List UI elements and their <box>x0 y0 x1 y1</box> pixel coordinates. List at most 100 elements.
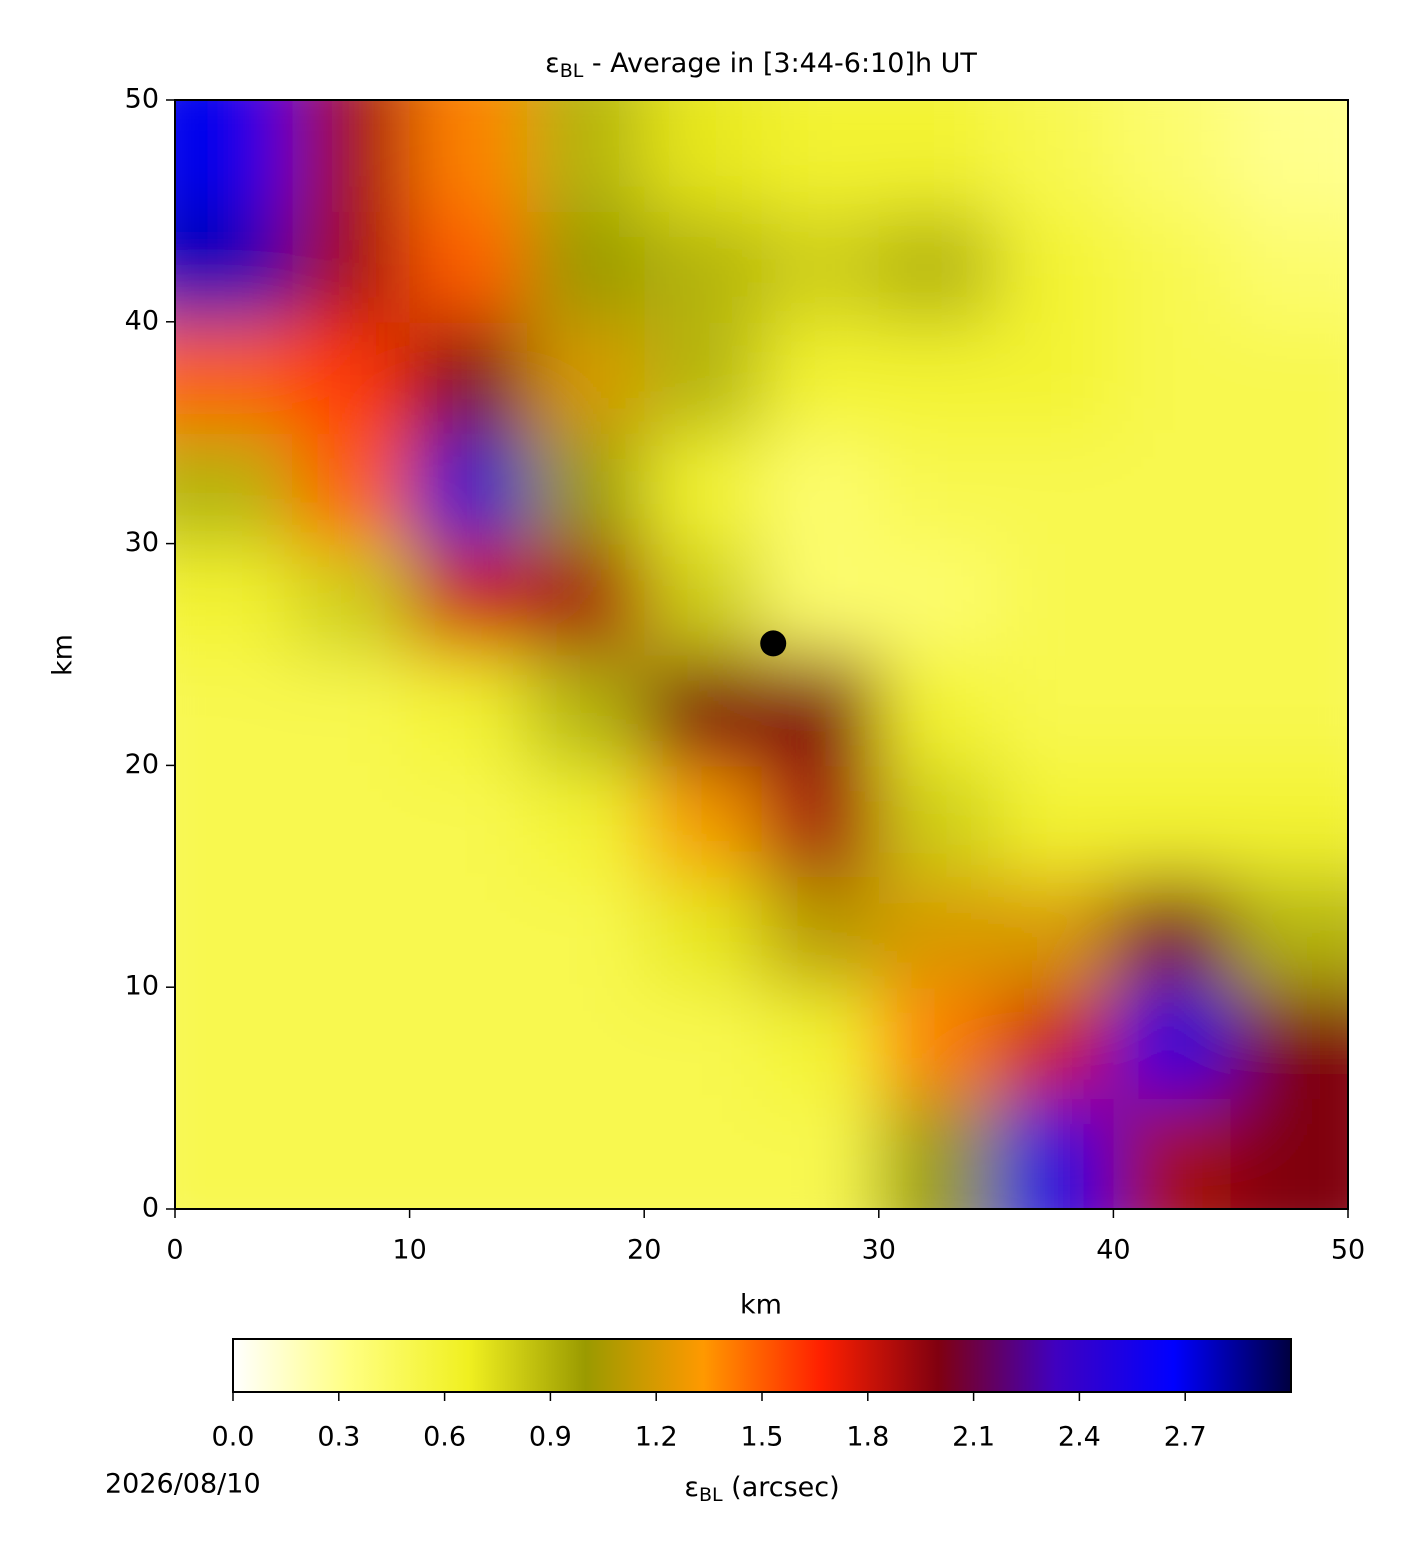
heat-cell <box>1230 1098 1348 1209</box>
heat-cell <box>878 876 998 989</box>
heat-cell <box>526 876 646 989</box>
heat-cell <box>644 876 763 989</box>
heat-cell <box>526 765 646 878</box>
date-label: 2026/08/10 <box>105 1469 261 1500</box>
colorbar-tick-label: 0.6 <box>423 1422 466 1453</box>
heat-cell <box>644 210 763 323</box>
heat-cell <box>761 765 880 878</box>
heat-cell <box>1230 100 1348 212</box>
heat-cell <box>1113 432 1232 545</box>
heat-cell <box>1230 543 1348 656</box>
heat-cell <box>292 543 411 656</box>
heat-cell <box>409 987 528 1100</box>
heat-cell <box>761 987 880 1100</box>
heat-cell <box>644 100 763 212</box>
heat-cell <box>1113 210 1232 323</box>
heat-cell <box>996 321 1115 434</box>
heat-cell <box>409 654 528 767</box>
plot-frame <box>174 99 1349 1210</box>
heat-cell <box>1230 987 1348 1100</box>
heat-cell <box>644 1098 763 1209</box>
heat-cell <box>1113 321 1232 434</box>
heat-cell <box>761 321 880 434</box>
heat-cell <box>996 654 1115 767</box>
heat-cell <box>761 432 880 545</box>
x-tick-label: 40 <box>1096 1235 1130 1266</box>
heat-cell <box>996 100 1115 212</box>
heat-cell <box>878 987 998 1100</box>
site-marker <box>760 630 787 657</box>
field <box>175 100 1348 1209</box>
heat-cell <box>526 543 646 656</box>
heat-cell <box>409 876 528 989</box>
heat-cell <box>292 654 411 767</box>
axes: 0 10 20 30 40 50 0 10 20 30 40 50 0.0 0.3 0.6 0.9 1.2 1.5… <box>125 84 1366 1453</box>
heat-cell <box>996 987 1115 1100</box>
heat-cell <box>644 765 763 878</box>
heat-cell <box>644 432 763 545</box>
heat-cell <box>1113 654 1232 767</box>
colorbar-tick-label: 0.9 <box>529 1422 572 1453</box>
x-tick-label: 0 <box>166 1235 183 1266</box>
colorbar-tick-label: 2.1 <box>952 1422 995 1453</box>
heat-cell <box>175 100 294 212</box>
heat-cell <box>409 1098 528 1209</box>
colorbar-tick-label: 2.7 <box>1164 1422 1207 1453</box>
heat-cell <box>996 543 1115 656</box>
heat-cell <box>1113 987 1232 1100</box>
heat-cell <box>1113 765 1232 878</box>
heat-cell <box>878 100 998 212</box>
heat-cell <box>878 321 998 434</box>
y-tick-label: 40 <box>125 305 159 336</box>
heat-cell <box>1230 654 1348 767</box>
colorbar-tick-label: 1.5 <box>741 1422 784 1453</box>
chart-title: εBL - Average in [3:44-6:10]h UT <box>545 48 977 82</box>
heat-cell <box>996 765 1115 878</box>
x-tick-label: 50 <box>1331 1235 1365 1266</box>
heat-cell <box>1230 321 1348 434</box>
heat-cell <box>644 321 763 434</box>
heat-cell <box>175 210 294 323</box>
heat-cell <box>1113 543 1232 656</box>
heat-cell <box>1230 765 1348 878</box>
colorbar-tick-label: 0.0 <box>212 1422 255 1453</box>
x-tick-label: 20 <box>627 1235 661 1266</box>
colorbar <box>232 1338 1292 1393</box>
x-tick-label: 10 <box>392 1235 426 1266</box>
heat-cell <box>526 987 646 1100</box>
heat-cell <box>1230 432 1348 545</box>
heat-cell <box>761 210 880 323</box>
heat-cell <box>526 1098 646 1209</box>
heat-cell <box>409 432 528 545</box>
y-axis-label: km <box>48 634 79 676</box>
heat-cell <box>409 100 528 212</box>
x-tick-label: 30 <box>862 1235 896 1266</box>
heat-cell <box>175 432 294 545</box>
heat-cell <box>175 543 294 656</box>
heat-cell <box>409 765 528 878</box>
heat-cell <box>878 1098 998 1209</box>
heat-cell <box>996 432 1115 545</box>
heat-cell <box>292 987 411 1100</box>
heat-cell <box>1113 1098 1232 1209</box>
heat-cell <box>292 432 411 545</box>
heat-cell <box>1230 210 1348 323</box>
heat-cell <box>409 321 528 434</box>
heat-cell <box>526 100 646 212</box>
y-tick-label: 0 <box>142 1193 159 1224</box>
heat-cell <box>1113 100 1232 212</box>
heat-cell <box>878 765 998 878</box>
heat-cell <box>175 876 294 989</box>
heat-cell <box>409 210 528 323</box>
colorbar-tick-label: 2.4 <box>1058 1422 1101 1453</box>
heat-cell <box>292 210 411 323</box>
heat-cell <box>292 1098 411 1209</box>
heat-cell <box>175 765 294 878</box>
heat-cell <box>996 876 1115 989</box>
heat-cell <box>644 543 763 656</box>
heat-cell <box>761 100 880 212</box>
heat-cell <box>1113 876 1232 989</box>
heat-cell <box>996 1098 1115 1209</box>
heat-cell <box>878 654 998 767</box>
